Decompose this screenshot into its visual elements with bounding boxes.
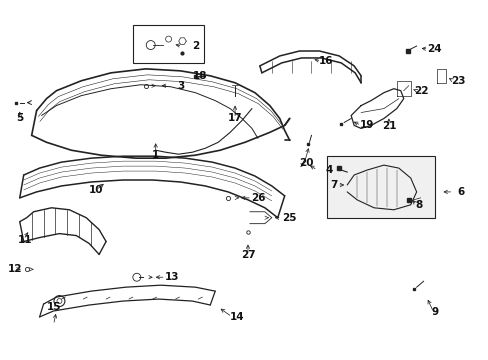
- Text: 3: 3: [177, 81, 184, 91]
- Text: 1: 1: [152, 150, 159, 160]
- Text: 7: 7: [330, 180, 337, 190]
- Text: 19: 19: [359, 121, 373, 130]
- Text: 16: 16: [319, 56, 333, 66]
- Text: 5: 5: [16, 113, 23, 123]
- Text: 13: 13: [165, 272, 180, 282]
- Text: 22: 22: [413, 86, 428, 96]
- Text: 21: 21: [381, 121, 395, 131]
- Text: 23: 23: [450, 76, 465, 86]
- Bar: [326, 156, 434, 218]
- Text: 26: 26: [250, 193, 264, 203]
- Text: 27: 27: [240, 251, 255, 260]
- Text: 24: 24: [427, 44, 441, 54]
- Text: 15: 15: [47, 302, 61, 312]
- Text: 17: 17: [227, 113, 242, 123]
- Text: 10: 10: [89, 185, 103, 195]
- Text: 25: 25: [282, 213, 296, 223]
- Text: 18: 18: [193, 71, 207, 81]
- Text: 14: 14: [229, 312, 244, 322]
- Text: 12: 12: [7, 264, 22, 274]
- Bar: [133, 25, 204, 63]
- Text: 4: 4: [325, 165, 332, 175]
- Text: 2: 2: [191, 41, 199, 51]
- Text: 6: 6: [457, 187, 464, 197]
- Text: 9: 9: [431, 307, 438, 317]
- Text: 8: 8: [414, 200, 422, 210]
- Text: 20: 20: [299, 158, 313, 168]
- Text: 11: 11: [18, 234, 32, 244]
